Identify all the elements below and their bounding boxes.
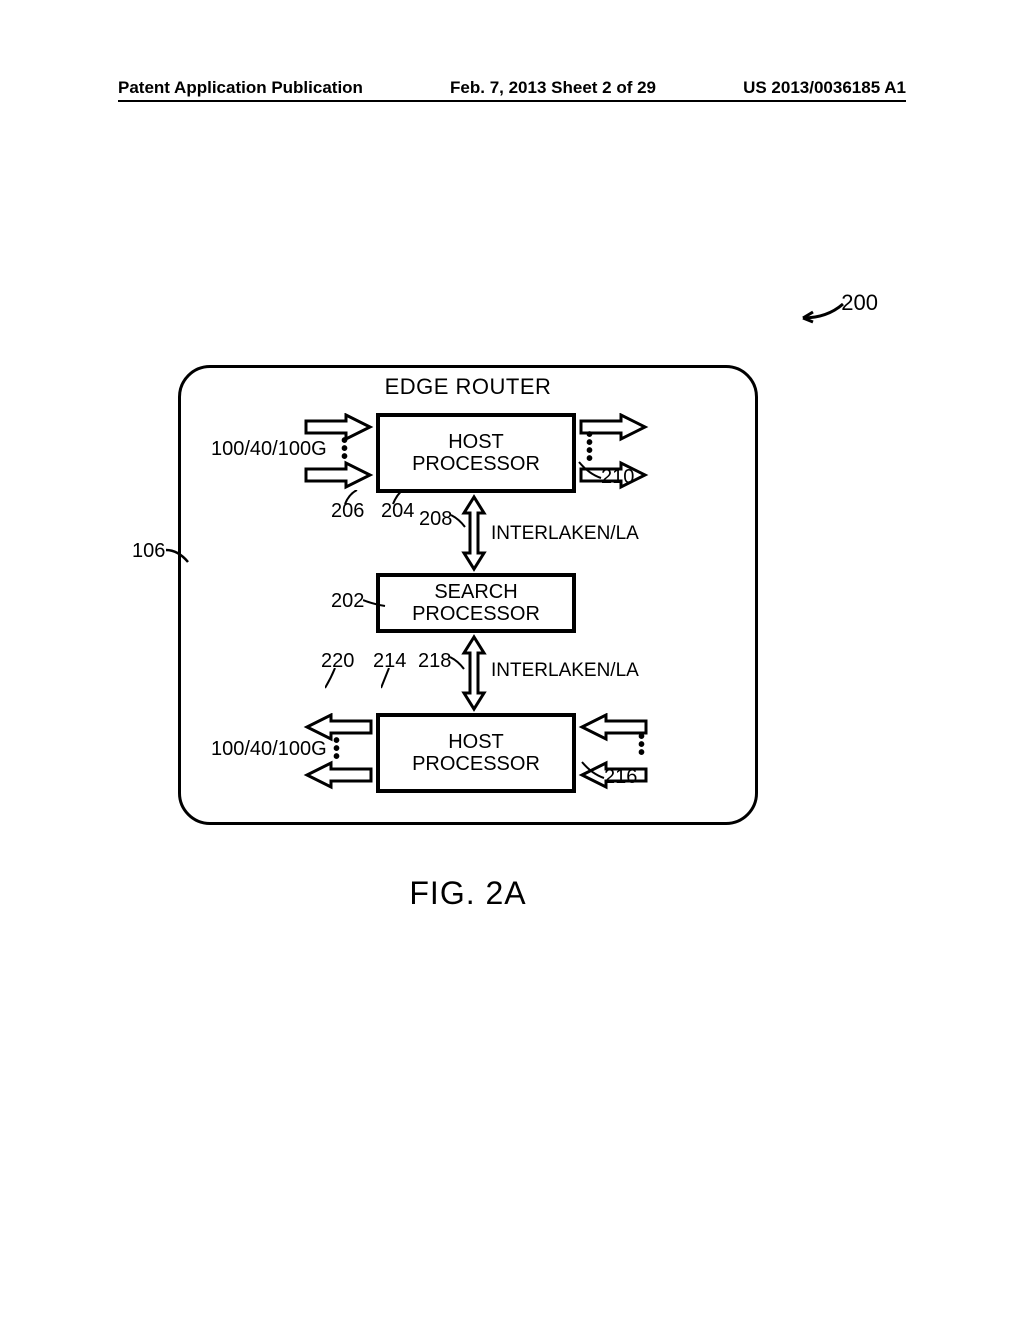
- ref-216: 216: [604, 766, 637, 789]
- leader-icon: [577, 460, 603, 482]
- ref-218: 218: [418, 650, 451, 673]
- router-title: EDGE ROUTER: [181, 374, 755, 400]
- interlaken-bottom: INTERLAKEN/LA: [491, 660, 639, 682]
- page-header: Patent Application Publication Feb. 7, 2…: [0, 78, 1024, 98]
- host-top-line1: HOST: [380, 431, 572, 453]
- svg-text:•: •: [341, 446, 348, 468]
- header-center: Feb. 7, 2013 Sheet 2 of 29: [450, 78, 656, 98]
- interlaken-top: INTERLAKEN/LA: [491, 523, 639, 545]
- edge-router-box: EDGE ROUTER HOST PROCESSOR SEARCH PROCES…: [178, 365, 758, 825]
- ref-208: 208: [419, 508, 452, 531]
- svg-text:•: •: [638, 742, 645, 764]
- search-processor: SEARCH PROCESSOR: [376, 573, 576, 633]
- host-bot-line1: HOST: [380, 731, 572, 753]
- leader-icon: [580, 760, 606, 782]
- search-line2: PROCESSOR: [380, 603, 572, 625]
- svg-text:•: •: [333, 746, 340, 768]
- leader-icon: [381, 668, 401, 690]
- host-bot-line2: PROCESSOR: [380, 753, 572, 775]
- ref-204: 204: [381, 500, 414, 523]
- leader-icon: [363, 596, 387, 610]
- leader-icon: [450, 653, 470, 673]
- leader-icon: [341, 490, 361, 506]
- ref-202: 202: [331, 590, 364, 613]
- arrows-in-top: • • •: [301, 413, 376, 493]
- diagram: 200 106 EDGE ROUTER HOST PROCESSOR SEARC…: [178, 300, 758, 800]
- leader-arrow-icon: [797, 296, 847, 324]
- leader-icon: [451, 511, 471, 531]
- leader-icon: [389, 490, 409, 506]
- header-left: Patent Application Publication: [118, 78, 363, 98]
- ref-214: 214: [373, 650, 406, 673]
- ref-220: 220: [321, 650, 354, 673]
- host-top-line2: PROCESSOR: [380, 453, 572, 475]
- header-right: US 2013/0036185 A1: [743, 78, 906, 98]
- header-rule: [118, 100, 906, 102]
- double-arrow-top: [459, 493, 489, 573]
- ref-210: 210: [601, 466, 634, 489]
- search-line1: SEARCH: [380, 581, 572, 603]
- arrows-out-bottom: • • •: [301, 713, 376, 793]
- double-arrow-bottom: [459, 633, 489, 713]
- host-processor-bottom: HOST PROCESSOR: [376, 713, 576, 793]
- leader-icon: [325, 668, 345, 690]
- ref-206: 206: [331, 500, 364, 523]
- ref-106: 106: [132, 540, 165, 563]
- host-processor-top: HOST PROCESSOR: [376, 413, 576, 493]
- figure-caption: FIG. 2A: [178, 875, 758, 912]
- ref-200: 200: [841, 290, 878, 316]
